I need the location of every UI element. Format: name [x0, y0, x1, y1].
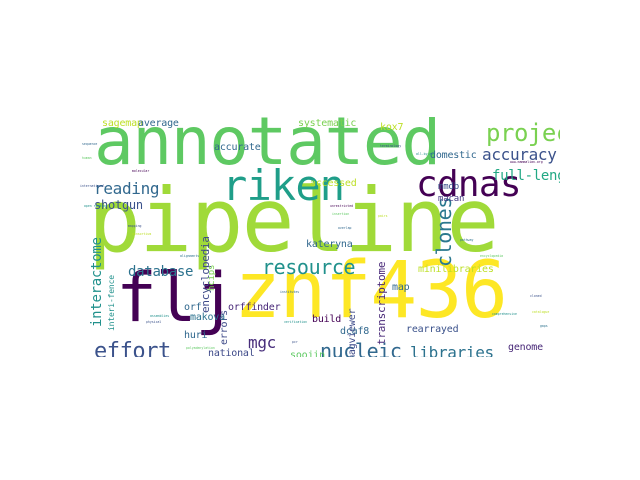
word: znf436: [234, 246, 508, 336]
word: accuracy: [482, 145, 557, 164]
word: database: [128, 264, 194, 280]
word: libraries: [410, 343, 494, 358]
svg-text:assemblies: assemblies: [150, 314, 169, 318]
svg-text:unrestricted: unrestricted: [330, 204, 353, 208]
svg-text:all-by-all: all-by-all: [416, 152, 435, 156]
word: domestic: [430, 150, 477, 161]
word: full-length: [492, 168, 560, 184]
svg-text:institutes: institutes: [280, 290, 299, 294]
svg-text:www.mammalian.org: www.mammalian.org: [510, 160, 543, 164]
word: minilibraries: [418, 264, 494, 275]
svg-text:mapping: mapping: [128, 224, 142, 228]
svg-text:overlap: overlap: [338, 226, 352, 230]
word: effort: [94, 339, 171, 358]
svg-text:alignments: alignments: [180, 254, 199, 258]
word: average: [138, 118, 179, 129]
svg-text:insertion: insertion: [332, 212, 349, 216]
word: annotated: [94, 117, 441, 180]
word: rearrayed: [406, 324, 459, 335]
svg-text:molecular: molecular: [132, 169, 149, 173]
word: build: [312, 314, 342, 325]
svg-text:physical: physical: [146, 320, 161, 324]
word: map: [392, 282, 410, 293]
svg-text:verification: verification: [284, 320, 307, 324]
word: reading: [94, 179, 160, 198]
svg-text:pairs: pairs: [378, 214, 388, 218]
svg-text:pathway: pathway: [460, 238, 474, 242]
word: mgc: [248, 333, 276, 352]
word: project: [486, 119, 560, 147]
svg-text:open reading: open reading: [84, 204, 107, 208]
svg-text:catalogue: catalogue: [532, 310, 549, 314]
svg-text:terminology: terminology: [380, 144, 401, 148]
word: macan: [438, 194, 465, 204]
svg-text:pcr: pcr: [292, 340, 298, 344]
word: makova: [190, 312, 225, 323]
svg-text:comprehensive: comprehensive: [492, 312, 517, 316]
word: riken: [222, 161, 345, 210]
svg-text:polyadenylation: polyadenylation: [186, 346, 215, 350]
word: kateryna: [306, 239, 353, 250]
word: systematic: [298, 118, 357, 129]
word: accessed: [310, 178, 357, 189]
word: resource: [262, 255, 356, 279]
word: shotgun: [94, 198, 143, 212]
word: nucleic: [320, 339, 402, 357]
word: pipeline: [88, 169, 500, 272]
word: cdnas: [416, 164, 521, 205]
small-words: sequence human international open readin…: [80, 142, 549, 350]
svg-text:sequence: sequence: [82, 142, 97, 146]
word: orffinder: [228, 302, 281, 313]
svg-text:encyclopedia: encyclopedia: [480, 254, 503, 258]
word: mmdb: [438, 182, 459, 192]
word: huri: [184, 330, 208, 341]
word: soojin: [290, 350, 325, 358]
svg-text:gaps: gaps: [540, 324, 548, 328]
word: kox7: [380, 122, 404, 133]
word: flj: [116, 259, 236, 338]
word: accurate: [214, 142, 261, 153]
word: national: [208, 348, 255, 358]
word: dcaf8: [340, 326, 370, 337]
word-cloud: pipeline annotated znf436 flj cdnas rike…: [80, 117, 560, 357]
word: sagemap: [102, 118, 143, 129]
svg-text:international: international: [80, 184, 105, 188]
word: orf: [184, 302, 202, 313]
svg-text:consortium: consortium: [132, 232, 151, 236]
word: genome: [508, 342, 543, 353]
svg-text:cloned: cloned: [530, 294, 542, 298]
svg-text:human: human: [82, 156, 92, 160]
